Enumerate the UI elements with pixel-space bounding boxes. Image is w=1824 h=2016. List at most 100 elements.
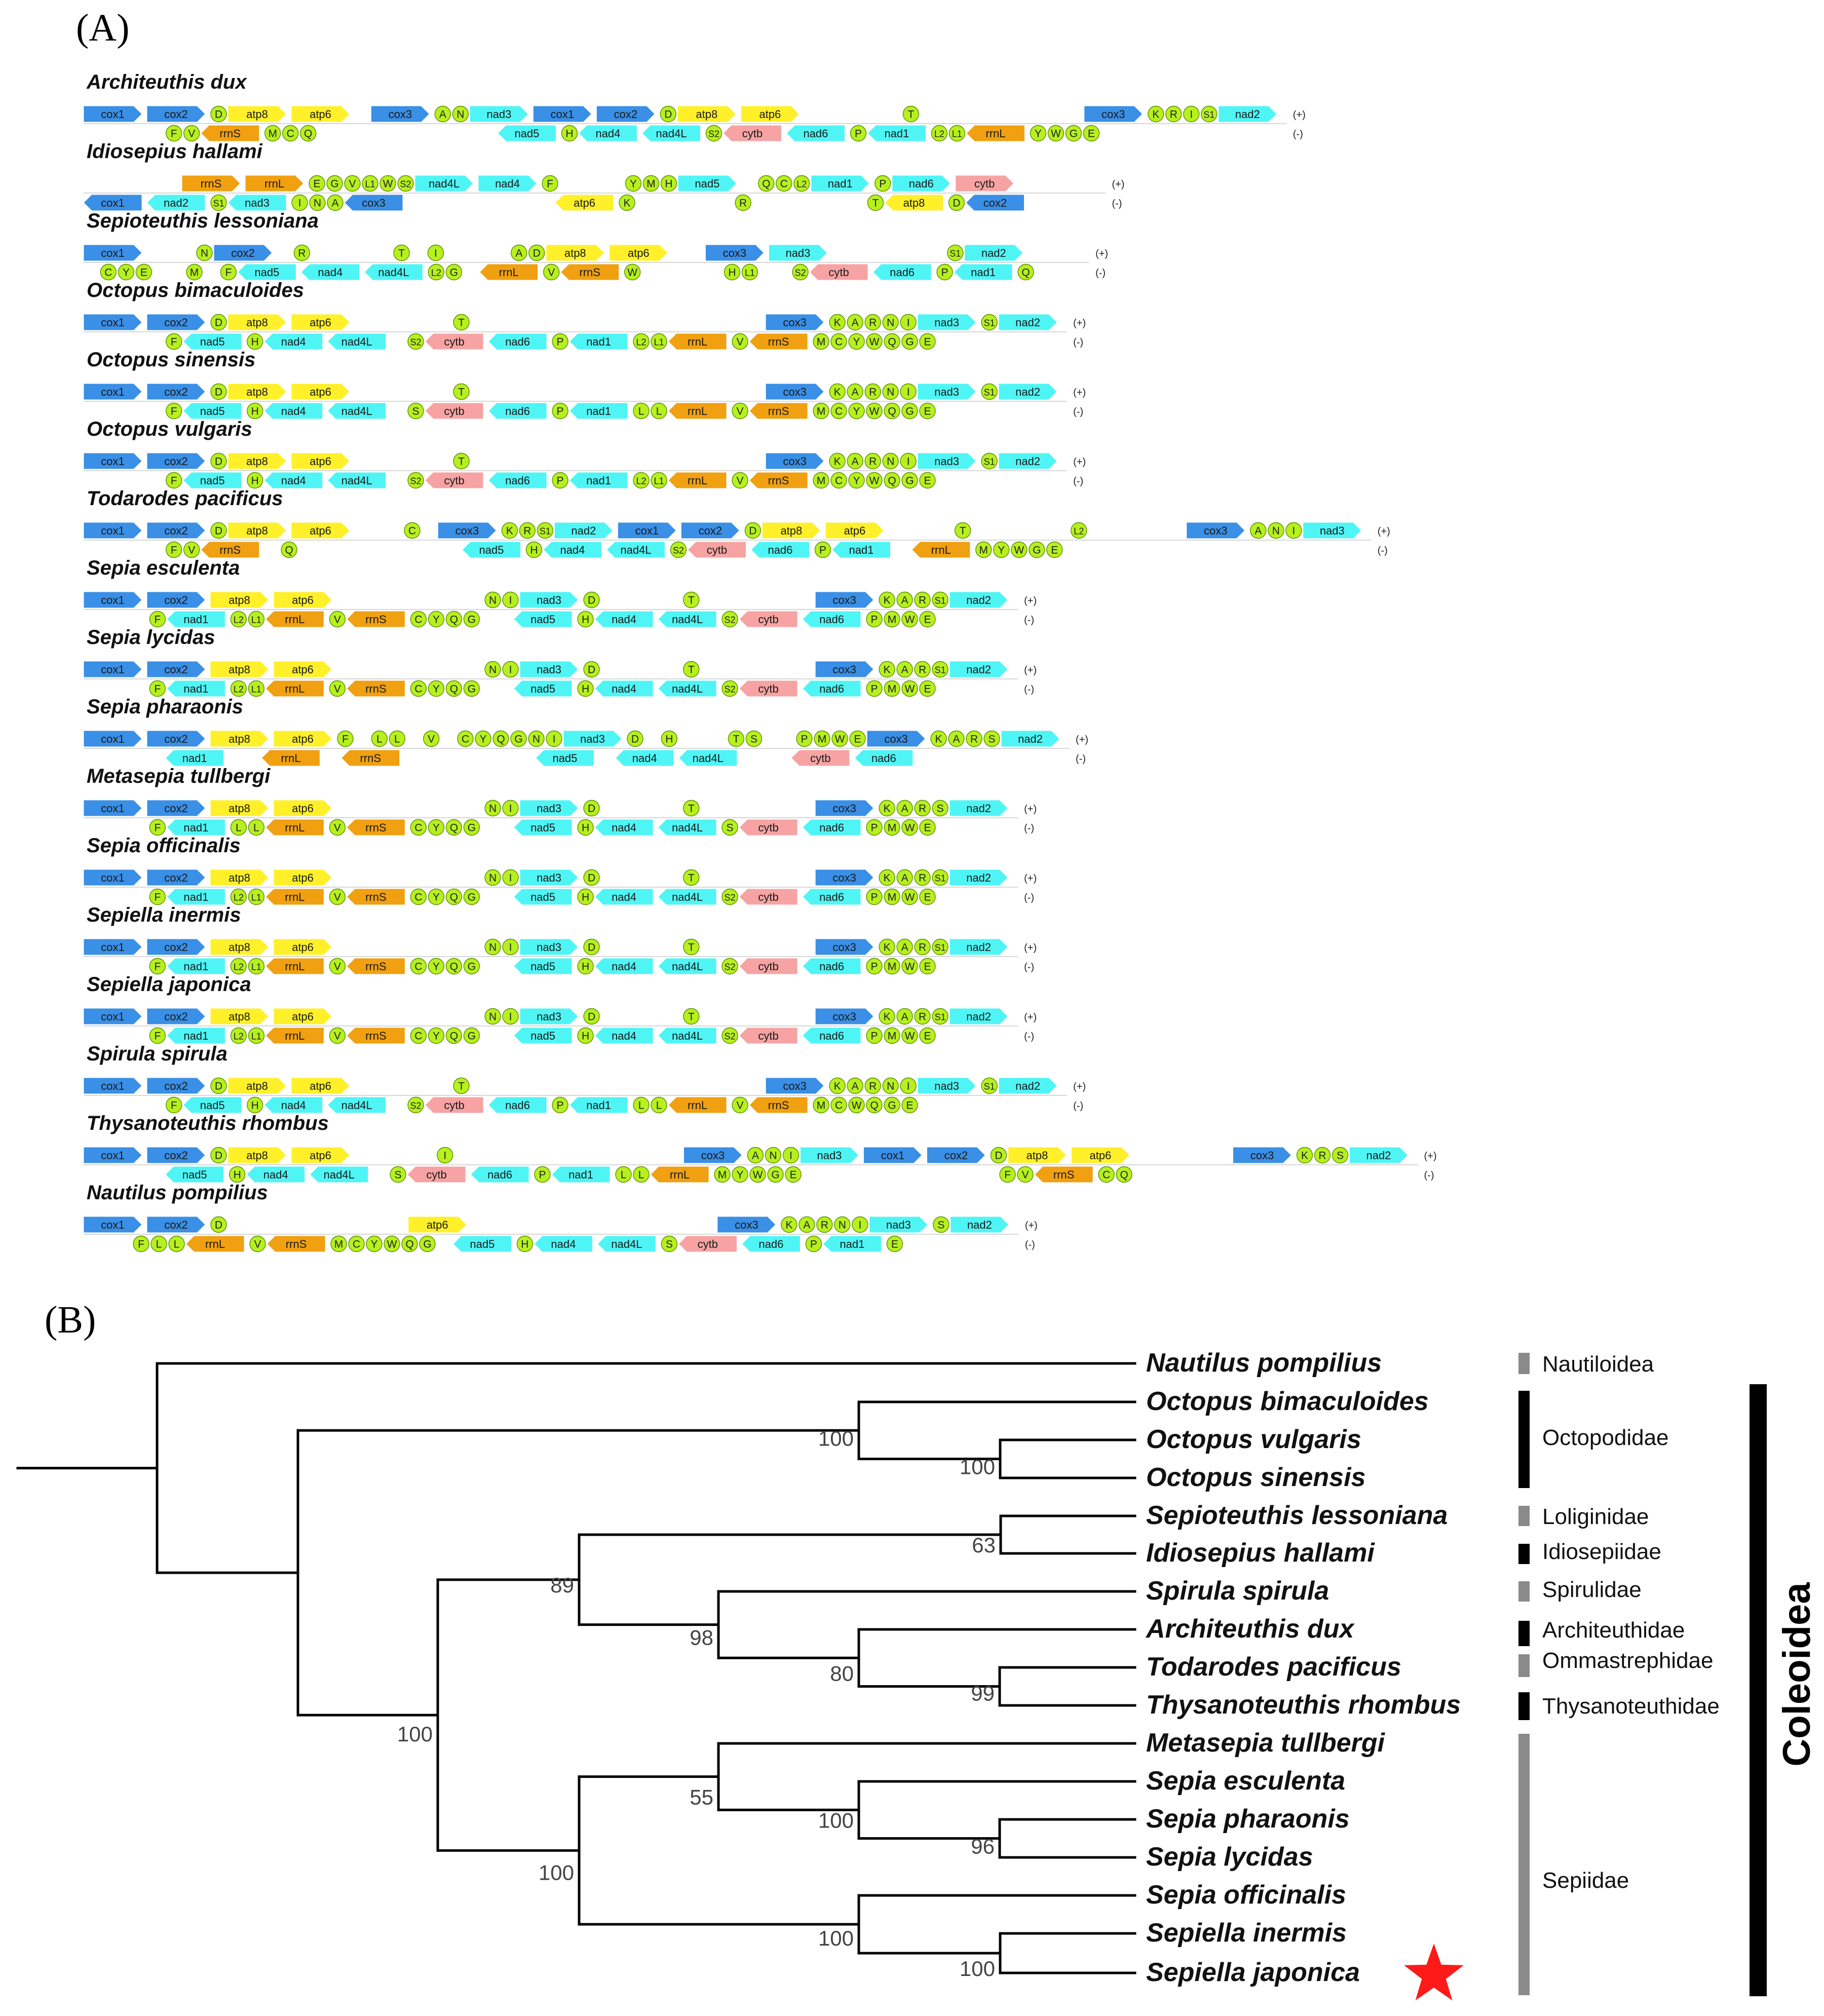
trna-W-marker (1047, 125, 1065, 142)
trna-label: P (557, 475, 564, 487)
trna-P-marker (866, 1027, 883, 1044)
trna-P-marker (866, 680, 883, 697)
gene-label: cox1 (101, 1149, 124, 1162)
gene-nad6-marker (802, 1027, 861, 1044)
gene-cox2-marker (146, 383, 206, 400)
gene-cox2-marker (146, 452, 206, 470)
trna-label: Q (497, 734, 505, 745)
trna-N-marker (309, 194, 326, 211)
trna-C-marker (776, 175, 792, 192)
trna-K-marker (930, 730, 947, 747)
gene-nad5-marker (182, 472, 242, 489)
trna-label: S1 (984, 318, 995, 328)
gene-label: cox1 (101, 1219, 124, 1231)
trna-label: H (582, 822, 589, 834)
trna-label: C (414, 822, 422, 834)
gene-nad4-marker (594, 888, 654, 905)
gene-label: nad1 (849, 544, 873, 556)
plus-strand-label: (+) (1073, 1081, 1086, 1092)
trna-G-marker (767, 1166, 784, 1183)
trna-label: F (171, 128, 177, 140)
minus-strand-label: (-) (1293, 129, 1303, 140)
trna-D-marker (583, 1008, 600, 1025)
family-bar (1518, 1692, 1530, 1720)
trna-I-marker (900, 383, 917, 400)
gene-label: atp8 (246, 316, 268, 329)
trna-label: L (376, 734, 383, 745)
gene-label: cox3 (832, 1010, 856, 1023)
gene-nad4L-marker (658, 819, 717, 836)
gene-label: cox3 (1250, 1149, 1274, 1162)
trna-label: I (443, 1150, 446, 1162)
gene-nad4L-marker (658, 1027, 717, 1044)
trna-S1-marker (981, 452, 998, 470)
trna-T-marker (728, 730, 745, 747)
trna-P-marker (850, 125, 867, 142)
gene-label: nad5 (530, 821, 555, 834)
trna-label: A (901, 872, 908, 884)
trna-C-marker (410, 819, 427, 836)
gene-nad4L-marker (364, 263, 423, 281)
gene-rrnL-marker (668, 402, 727, 420)
gene-cox2-marker (146, 314, 206, 331)
trna-N-marker (484, 1008, 501, 1025)
trna-Q-marker (866, 1096, 883, 1114)
gene-cox3-marker (370, 105, 430, 123)
trna-label: R (919, 595, 926, 606)
gene-label: nad4 (281, 1099, 306, 1112)
trna-label: C (835, 406, 843, 417)
gene-nad1-marker (166, 611, 225, 628)
trna-label: G (468, 1031, 476, 1042)
trna-G-marker (445, 263, 463, 281)
trna-W-marker (901, 680, 918, 697)
gene-nad4L-marker (658, 958, 717, 975)
gene-nad4-marker (543, 541, 602, 558)
trna-label: D (631, 734, 639, 745)
gene-atp8-marker (1007, 1147, 1067, 1164)
gene-label: rrnS (201, 177, 222, 190)
gene-nad3-marker (519, 938, 579, 956)
trna-L-marker (230, 819, 247, 836)
gene-label: nad4 (612, 821, 636, 834)
trna-label: D (215, 317, 222, 329)
gene-label: nad4L (672, 821, 703, 834)
trna-label: D (588, 1011, 595, 1023)
gene-label: nad4L (611, 1238, 642, 1250)
species-name: Spirula spirula (87, 1043, 227, 1065)
gene-label: nad3 (886, 1219, 911, 1231)
trna-label: G (468, 614, 476, 626)
trna-label: S2 (725, 1032, 736, 1042)
trna-label: S2 (725, 684, 736, 695)
trna-label: M (817, 475, 826, 487)
gene-label: nad2 (966, 802, 991, 815)
trna-M-marker (884, 680, 900, 697)
gene-label: nad3 (486, 108, 511, 121)
trna-label: S1 (540, 526, 551, 537)
gene-nad5-marker (513, 611, 573, 628)
minus-strand-label: (-) (1076, 753, 1086, 765)
trna-K-marker (829, 452, 846, 470)
trna-label: A (515, 248, 522, 259)
gene-label: cox2 (944, 1149, 968, 1162)
bootstrap-value: 100 (960, 1957, 995, 1981)
trna-E-marker (919, 819, 936, 836)
trna-label: C (414, 1031, 422, 1042)
gene-label: cox1 (101, 802, 124, 815)
trna-E-marker (135, 263, 153, 281)
trna-Y-marker (1030, 125, 1047, 142)
trna-W-marker (749, 1166, 766, 1183)
trna-C-marker (410, 1027, 427, 1044)
trna-Y-marker (428, 611, 445, 628)
trna-G-marker (1029, 541, 1045, 558)
trna-label: G (888, 1100, 896, 1112)
trna-label: C (408, 525, 416, 537)
species-name: Octopus vulgaris (87, 418, 252, 440)
trna-label: L2 (431, 268, 441, 278)
gene-label: cytb (974, 177, 995, 190)
gene-label: nad5 (695, 177, 719, 190)
plus-strand-label: (+) (1073, 318, 1086, 329)
minus-strand-label: (-) (1025, 1239, 1035, 1250)
gene-label: nad4 (281, 474, 306, 487)
